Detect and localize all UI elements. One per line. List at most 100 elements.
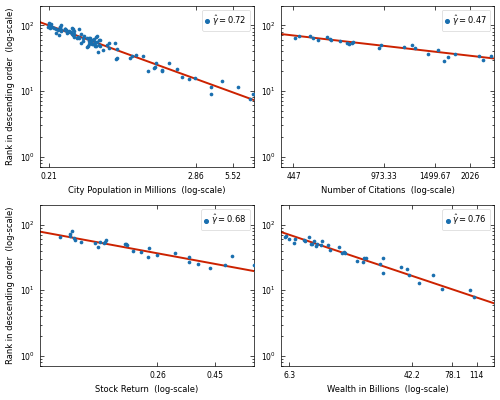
- Point: [380, 270, 388, 276]
- Point: [88, 41, 96, 48]
- Point: [286, 235, 294, 242]
- Point: [178, 74, 186, 80]
- Point: [360, 259, 368, 265]
- Point: [62, 28, 70, 34]
- Point: [292, 236, 300, 242]
- Point: [66, 29, 74, 35]
- Point: [64, 28, 72, 34]
- Point: [50, 25, 58, 32]
- Point: [335, 244, 343, 251]
- Point: [73, 34, 81, 41]
- Point: [112, 46, 120, 52]
- Point: [402, 266, 410, 272]
- Point: [91, 38, 99, 45]
- Point: [191, 75, 199, 81]
- Point: [326, 36, 334, 42]
- Point: [301, 238, 309, 244]
- Y-axis label: Rank in descending order  (log-scale): Rank in descending order (log-scale): [6, 7, 15, 165]
- Point: [70, 34, 78, 40]
- Point: [48, 20, 56, 27]
- Point: [61, 26, 69, 33]
- Point: [61, 26, 69, 32]
- Point: [248, 91, 256, 98]
- Point: [123, 242, 131, 248]
- Point: [70, 28, 78, 34]
- Point: [450, 51, 458, 58]
- Point: [444, 54, 452, 60]
- Point: [340, 249, 348, 255]
- Point: [194, 261, 202, 267]
- Point: [68, 24, 76, 31]
- Point: [86, 35, 94, 41]
- Point: [54, 27, 62, 33]
- Point: [74, 34, 82, 40]
- Point: [70, 31, 78, 37]
- Point: [80, 38, 88, 44]
- Point: [76, 238, 84, 245]
- Point: [98, 47, 106, 53]
- Point: [290, 240, 298, 246]
- Point: [478, 57, 486, 63]
- Point: [328, 37, 336, 43]
- Point: [234, 84, 242, 91]
- Point: [397, 264, 405, 270]
- Point: [56, 24, 64, 30]
- Point: [336, 38, 344, 44]
- Point: [88, 40, 96, 46]
- Point: [96, 36, 104, 43]
- Point: [146, 244, 154, 251]
- Point: [68, 26, 76, 32]
- Point: [342, 250, 349, 257]
- Point: [362, 255, 370, 261]
- Point: [152, 252, 160, 258]
- Point: [46, 24, 54, 31]
- Point: [314, 37, 322, 44]
- Point: [414, 280, 422, 286]
- Point: [348, 39, 356, 45]
- Point: [68, 228, 76, 234]
- Point: [85, 35, 93, 41]
- Point: [94, 244, 102, 250]
- Point: [300, 237, 308, 243]
- Point: [66, 231, 74, 238]
- Point: [45, 22, 53, 28]
- Point: [46, 22, 54, 28]
- Point: [318, 238, 326, 244]
- Point: [90, 36, 98, 42]
- Point: [95, 37, 103, 43]
- Point: [89, 40, 97, 47]
- Point: [434, 47, 442, 53]
- Point: [152, 60, 160, 66]
- Point: [308, 241, 316, 248]
- Point: [111, 40, 119, 46]
- Point: [218, 77, 226, 84]
- Point: [377, 42, 385, 49]
- Point: [70, 236, 78, 243]
- X-axis label: Wealth in Billions  (log-scale): Wealth in Billions (log-scale): [326, 386, 448, 394]
- Point: [56, 25, 64, 32]
- Point: [487, 52, 495, 59]
- Point: [44, 24, 52, 31]
- Legend: $\hat{\gamma}=0.68$: $\hat{\gamma}=0.68$: [201, 209, 250, 230]
- Point: [228, 252, 235, 259]
- Point: [78, 40, 86, 46]
- Point: [91, 43, 99, 49]
- Point: [324, 241, 332, 248]
- Point: [344, 40, 351, 46]
- Point: [92, 240, 100, 246]
- Point: [404, 272, 412, 278]
- Point: [61, 26, 69, 33]
- Point: [150, 65, 158, 71]
- X-axis label: Stock Return  (log-scale): Stock Return (log-scale): [95, 386, 198, 394]
- Point: [84, 43, 92, 50]
- Point: [129, 248, 137, 254]
- Point: [312, 242, 320, 249]
- Point: [67, 29, 75, 35]
- Point: [52, 30, 60, 36]
- Point: [88, 37, 96, 44]
- Point: [313, 241, 321, 248]
- Point: [470, 294, 478, 300]
- Point: [86, 41, 94, 47]
- Point: [310, 35, 318, 41]
- Point: [375, 45, 383, 52]
